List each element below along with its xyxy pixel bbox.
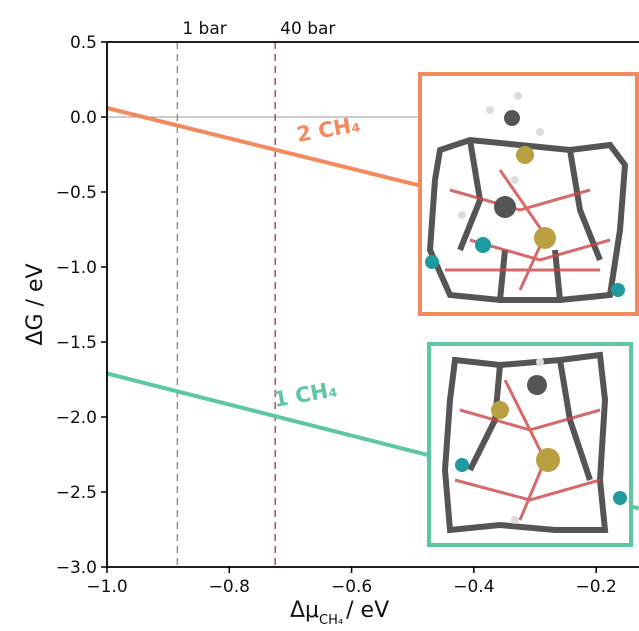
- x-tick-label: −1.0: [86, 577, 127, 597]
- x-tick-label: −0.2: [576, 577, 617, 597]
- inset-1ch4: [427, 342, 633, 547]
- x-tick-label: −0.6: [331, 577, 372, 597]
- y-tick-label: −2.5: [56, 483, 97, 503]
- axis-frame: [106, 41, 639, 568]
- y-tick-label: −1.5: [56, 333, 97, 353]
- y-tick-label: −2.0: [56, 408, 97, 428]
- y-tick-label: 0.5: [70, 33, 97, 53]
- x-axis-label-sub: CH₄: [319, 613, 343, 628]
- x-axis-label-main: Δμ: [290, 598, 319, 623]
- y-tick-label: −1.0: [56, 258, 97, 278]
- y-tick-label: −3.0: [56, 558, 97, 578]
- reference-label: 1 bar: [182, 19, 226, 39]
- y-tick-label: 0.0: [70, 108, 97, 128]
- series-label: 1 CH₄: [272, 377, 339, 412]
- reference-label: 40 bar: [280, 19, 335, 39]
- x-axis-label-unit: / eV: [346, 598, 389, 623]
- x-axis-label: ΔμCH₄ / eV: [290, 598, 389, 628]
- series-label-text: 1 CH₄: [272, 377, 339, 412]
- y-axis-label: ΔG / eV: [23, 263, 48, 345]
- y-tick-label: −0.5: [56, 183, 97, 203]
- inset-2ch4: [418, 72, 639, 316]
- x-tick-label: −0.8: [209, 577, 250, 597]
- x-tick-label: −0.4: [453, 577, 494, 597]
